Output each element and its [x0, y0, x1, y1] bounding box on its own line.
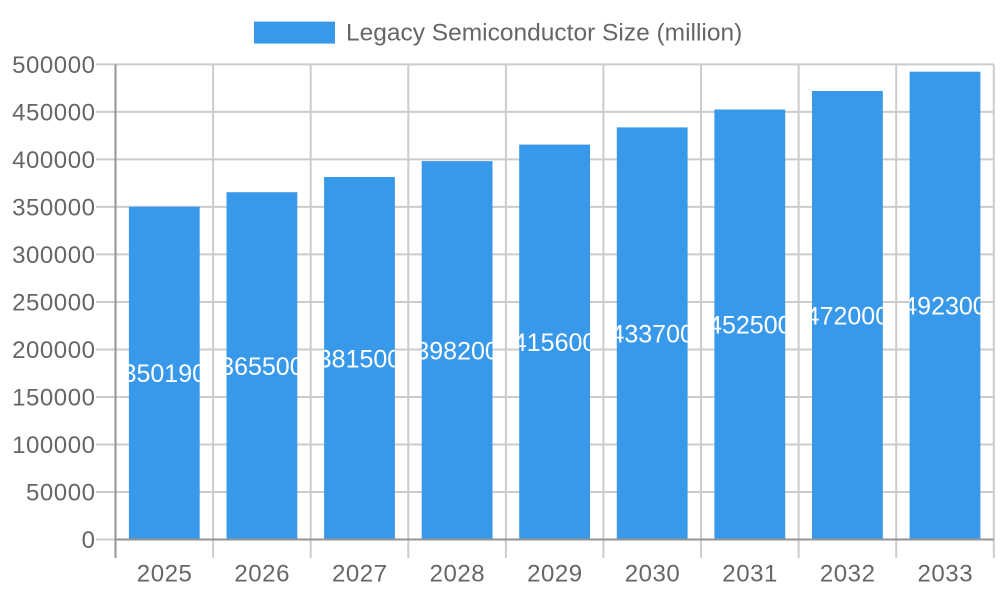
svg-text:472000: 472000 — [806, 302, 889, 330]
svg-text:433700: 433700 — [610, 321, 693, 349]
svg-text:2031: 2031 — [722, 561, 778, 588]
svg-text:2030: 2030 — [625, 561, 681, 588]
svg-text:365500: 365500 — [220, 353, 303, 381]
svg-text:2027: 2027 — [332, 561, 388, 588]
svg-text:452500: 452500 — [708, 312, 791, 340]
svg-text:2028: 2028 — [430, 561, 486, 588]
svg-text:2033: 2033 — [918, 561, 974, 588]
svg-text:0: 0 — [82, 527, 96, 554]
svg-text:Legacy Semiconductor Size (mil: Legacy Semiconductor Size (million) — [346, 19, 742, 46]
svg-text:450000: 450000 — [12, 99, 95, 126]
svg-text:2029: 2029 — [527, 561, 583, 588]
svg-text:50000: 50000 — [26, 480, 96, 507]
svg-text:350190: 350190 — [123, 360, 206, 388]
svg-text:415600: 415600 — [513, 329, 596, 357]
svg-text:2025: 2025 — [137, 561, 193, 588]
svg-text:150000: 150000 — [12, 385, 95, 412]
svg-text:381500: 381500 — [318, 345, 401, 373]
svg-text:300000: 300000 — [12, 242, 95, 269]
svg-text:350000: 350000 — [12, 194, 95, 221]
svg-text:400000: 400000 — [12, 147, 95, 174]
svg-text:100000: 100000 — [12, 432, 95, 459]
svg-text:500000: 500000 — [12, 52, 95, 79]
svg-text:398200: 398200 — [415, 337, 498, 365]
svg-text:200000: 200000 — [12, 337, 95, 364]
svg-text:2026: 2026 — [234, 561, 290, 588]
svg-text:250000: 250000 — [12, 290, 95, 317]
svg-text:492300: 492300 — [903, 293, 986, 321]
svg-text:2032: 2032 — [820, 561, 876, 588]
